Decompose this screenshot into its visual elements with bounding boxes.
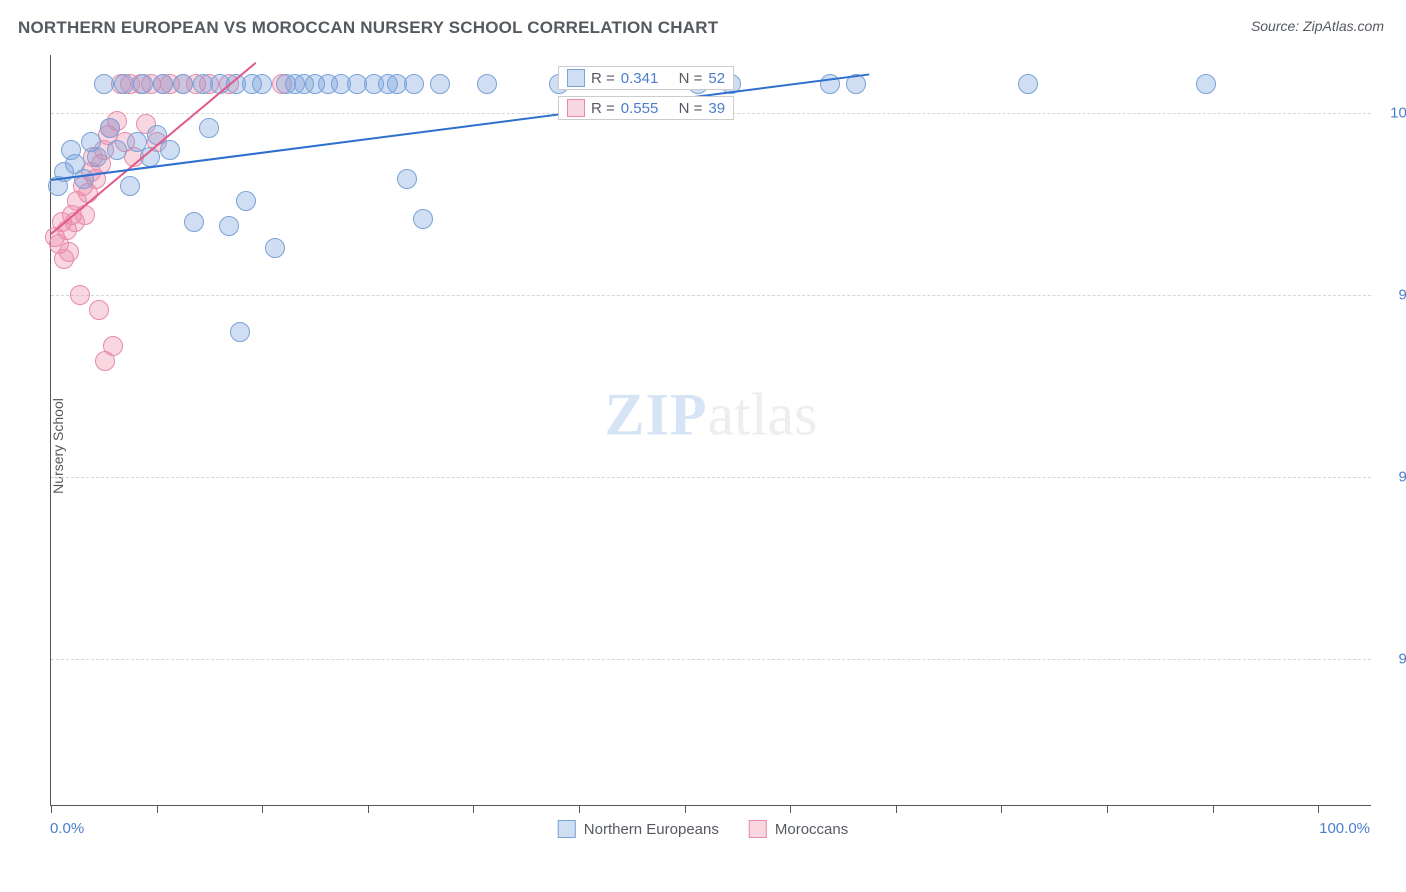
point-northern [87,147,107,167]
source-attribution: Source: ZipAtlas.com [1251,18,1384,34]
x-tick [473,805,474,813]
gridline [51,477,1371,478]
legend-item-moroccan: Moroccans [749,820,848,838]
x-tick [579,805,580,813]
point-northern [230,322,250,342]
point-moroccan [70,285,90,305]
legend-label-moroccan: Moroccans [775,821,848,838]
y-tick-label: 100.0% [1381,105,1406,122]
point-moroccan [103,336,123,356]
correlation-legend-moroccan: R = 0.555 N = 39 [558,96,734,120]
point-northern [160,140,180,160]
x-tick [51,805,52,813]
point-northern [74,169,94,189]
point-northern [397,169,417,189]
x-tick [368,805,369,813]
point-northern [252,74,272,94]
point-northern [94,74,114,94]
legend-label-northern: Northern Europeans [584,821,719,838]
x-tick [896,805,897,813]
chart-title: NORTHERN EUROPEAN VS MOROCCAN NURSERY SC… [18,18,718,38]
legend-item-northern: Northern Europeans [558,820,719,838]
point-northern [265,238,285,258]
point-northern [199,118,219,138]
x-tick [685,805,686,813]
y-tick-label: 92.5% [1381,651,1406,668]
gridline [51,295,1371,296]
point-northern [404,74,424,94]
legend-swatch-moroccan [567,99,585,117]
x-tick [157,805,158,813]
legend-bottom: Northern Europeans Moroccans [558,820,848,838]
point-northern [1196,74,1216,94]
point-northern [153,74,173,94]
x-tick [1318,805,1319,813]
x-axis-min-label: 0.0% [50,820,84,837]
x-tick [262,805,263,813]
x-tick [1213,805,1214,813]
point-northern [430,74,450,94]
legend-swatch-moroccan [749,820,767,838]
point-northern [107,140,127,160]
x-tick [790,805,791,813]
point-northern [173,74,193,94]
point-northern [133,74,153,94]
point-northern [1018,74,1038,94]
point-northern [219,216,239,236]
scatter-plot-area: ZIPatlas 100.0%97.5%95.0%92.5% [50,55,1371,806]
point-northern [413,209,433,229]
point-northern [114,74,134,94]
y-tick-label: 97.5% [1381,287,1406,304]
point-moroccan [59,242,79,262]
correlation-legend-northern: R = 0.341 N = 52 [558,66,734,90]
point-northern [100,118,120,138]
r-value-moroccan: 0.555 [621,100,659,117]
point-northern [120,176,140,196]
x-tick [1001,805,1002,813]
point-northern [184,212,204,232]
point-northern [477,74,497,94]
x-axis-max-label: 100.0% [1319,820,1370,837]
y-tick-label: 95.0% [1381,469,1406,486]
n-value-moroccan: 39 [708,100,725,117]
watermark: ZIPatlas [605,381,818,450]
watermark-light: atlas [708,382,818,448]
r-value-northern: 0.341 [621,70,659,87]
x-tick [1107,805,1108,813]
legend-swatch-northern [558,820,576,838]
legend-swatch-northern [567,69,585,87]
n-value-northern: 52 [708,70,725,87]
watermark-bold: ZIP [605,382,708,448]
point-northern [236,191,256,211]
point-moroccan [89,300,109,320]
gridline [51,659,1371,660]
